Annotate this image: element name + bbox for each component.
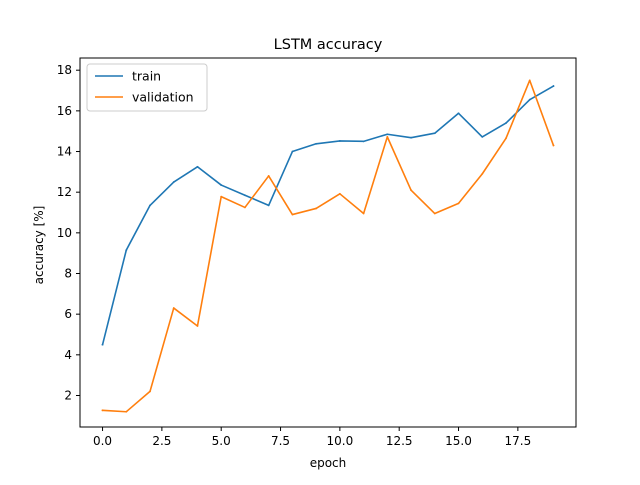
data-point-validation <box>457 202 460 205</box>
data-point-validation <box>481 172 484 175</box>
data-point-train <box>481 135 484 138</box>
data-point-validation <box>196 325 199 327</box>
legend: train validation <box>86 63 208 112</box>
data-point-train <box>149 204 151 207</box>
data-point-train <box>552 85 555 87</box>
data-point-validation <box>505 137 507 140</box>
data-point-train <box>386 133 389 136</box>
data-point-train <box>125 249 128 252</box>
data-point-validation <box>338 192 341 195</box>
data-point-validation <box>552 144 555 147</box>
data-point-validation <box>315 207 318 210</box>
data-point-train <box>410 136 412 139</box>
data-point-train <box>457 112 460 115</box>
y-axis-label: accuracy [%] <box>32 206 46 285</box>
data-point-validation <box>410 189 412 192</box>
plot-area <box>79 57 577 428</box>
y-tick-label: 18 <box>57 63 72 77</box>
y-tick-label: 6 <box>64 307 72 321</box>
data-point-train <box>196 165 199 168</box>
x-tick-label: 10.0 <box>327 434 354 448</box>
y-tick-label: 2 <box>64 388 72 402</box>
x-axis-label: epoch <box>310 456 347 470</box>
x-tick-label: 15.0 <box>445 434 472 448</box>
data-point-train <box>172 181 175 183</box>
data-point-validation <box>220 195 223 198</box>
data-point-train <box>244 194 246 197</box>
data-point-train <box>220 184 223 186</box>
axes-frame <box>79 57 577 428</box>
data-point-train <box>338 140 341 142</box>
x-tick-label: 17.5 <box>504 434 531 448</box>
y-tick-label: 16 <box>57 104 72 118</box>
y-tick-label: 10 <box>57 226 72 240</box>
data-point-train <box>267 204 270 207</box>
data-point-validation <box>291 213 294 216</box>
data-point-validation <box>433 212 436 215</box>
data-point-train <box>101 343 104 346</box>
data-point-train <box>433 132 436 135</box>
x-tick-label: 7.5 <box>271 434 290 448</box>
data-point-validation <box>125 410 128 413</box>
data-point-train <box>291 150 294 153</box>
data-point-validation <box>172 307 175 309</box>
data-point-train <box>505 122 507 124</box>
data-point-validation <box>386 135 389 138</box>
series-layer <box>101 79 555 413</box>
y-tick-label: 4 <box>64 348 72 362</box>
series-line-validation <box>101 79 555 413</box>
y-axis-ticks: 2 4 6 8 10 12 14 16 18 <box>57 63 80 402</box>
x-tick-label: 2.5 <box>152 434 171 448</box>
y-tick-label: 14 <box>57 145 72 159</box>
x-tick-label: 0.0 <box>93 434 112 448</box>
legend-label-train: train <box>132 69 161 84</box>
data-point-train <box>362 140 365 143</box>
data-point-validation <box>101 409 104 412</box>
series-line-train <box>101 84 555 346</box>
data-point-validation <box>362 212 365 215</box>
legend-label-validation: validation <box>132 90 194 105</box>
x-axis-ticks: 0.0 2.5 5.0 7.5 10.0 12.5 15.0 17.5 <box>93 427 531 448</box>
data-point-validation <box>267 175 270 177</box>
data-point-train <box>315 142 318 145</box>
data-point-validation <box>528 79 531 82</box>
chart-title: LSTM accuracy <box>274 37 383 53</box>
y-tick-label: 8 <box>64 267 72 281</box>
data-point-train <box>528 98 531 101</box>
y-tick-label: 12 <box>57 185 72 199</box>
data-point-validation <box>244 206 246 209</box>
data-point-validation <box>149 390 151 393</box>
x-tick-label: 5.0 <box>212 434 231 448</box>
x-tick-label: 12.5 <box>386 434 413 448</box>
